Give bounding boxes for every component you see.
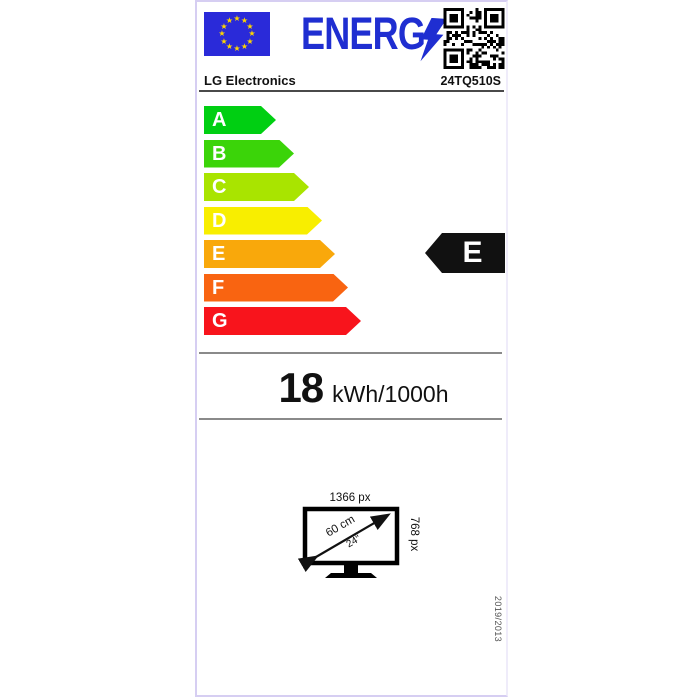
- star-icon: ★: [220, 36, 228, 46]
- model-number: 24TQ510S: [440, 74, 501, 88]
- scale-arrow-d: D: [204, 207, 322, 235]
- regulation-number: 2019/2013: [493, 595, 503, 643]
- divider: [199, 352, 502, 354]
- star-icon: ★: [220, 21, 228, 31]
- eu-flag-icon: ★ ★ ★ ★ ★ ★ ★ ★ ★ ★ ★ ★: [204, 12, 270, 56]
- brand-row: LG Electronics 24TQ510S: [204, 73, 501, 88]
- lightning-bolt-icon: [420, 18, 446, 62]
- star-icon: ★: [225, 41, 234, 51]
- star-icon: ★: [248, 29, 256, 38]
- scale-letter: E: [212, 243, 226, 265]
- energy-label: ★ ★ ★ ★ ★ ★ ★ ★ ★ ★ ★ ★ ENERG LG Electronics 24TQ51…: [195, 0, 508, 697]
- scale-arrow-a: A: [204, 106, 276, 134]
- monitor-stand-base: [325, 573, 377, 578]
- divider: [199, 418, 502, 420]
- scale-letter: F: [212, 276, 225, 299]
- energy-consumption: 18 kWh/1000h: [209, 364, 518, 412]
- rating-arrow: E: [425, 233, 505, 273]
- resolution-height-label: 768 px: [408, 517, 420, 552]
- supplier-name: LG Electronics: [204, 73, 296, 88]
- scale-letter: G: [212, 310, 228, 332]
- scale-arrow-e: E: [204, 240, 335, 268]
- header-divider: [199, 90, 504, 92]
- star-icon: ★: [233, 44, 241, 53]
- star-icon: ★: [225, 16, 234, 25]
- star-icon: ★: [233, 14, 241, 23]
- rating-class-letter: E: [462, 236, 483, 269]
- scale-letter: A: [212, 109, 227, 131]
- star-icon: ★: [218, 29, 226, 38]
- star-icon: ★: [240, 16, 249, 25]
- scale-letter: C: [212, 176, 227, 198]
- star-icon: ★: [246, 36, 254, 46]
- scale-letter: B: [212, 142, 227, 165]
- star-icon: ★: [240, 41, 249, 51]
- kwh-value: 18: [278, 364, 324, 411]
- scale-letter: D: [212, 209, 227, 232]
- scale-arrow-f: F: [204, 274, 348, 302]
- kwh-unit: kWh/1000h: [332, 381, 449, 407]
- diagonal-arrow: [297, 513, 391, 572]
- energ-wordmark: ENERG: [301, 8, 426, 59]
- star-icon: ★: [246, 21, 254, 31]
- scale-arrow-g: G: [204, 307, 361, 335]
- monitor-stand-neck: [344, 565, 358, 573]
- scale-arrow-b: B: [204, 140, 294, 168]
- screen-diagram: 1366 px 60 cm 24" 768 px: [297, 492, 420, 578]
- scale-arrow-c: C: [204, 173, 309, 201]
- qr-code: [443, 8, 505, 69]
- resolution-width-label: 1366 px: [330, 492, 371, 504]
